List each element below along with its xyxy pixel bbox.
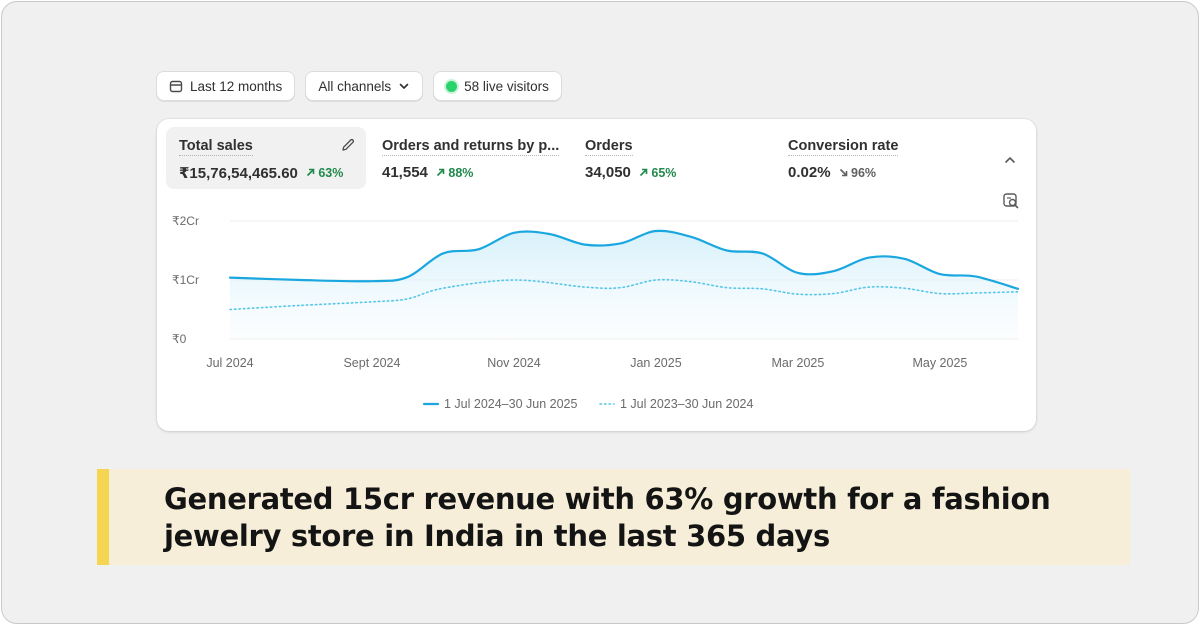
metric-value: 41,554 (382, 164, 428, 181)
metric-change: 96% (839, 166, 876, 180)
x-tick-label: Jul 2024 (206, 356, 253, 370)
arrow-down-right-icon (839, 168, 847, 176)
live-status-dot-icon (446, 80, 458, 92)
x-tick-label: May 2025 (912, 356, 967, 370)
sales-line-chart: ₹0 ₹1Cr ₹2Cr Jul 2024 Sept 2024 Nov 2024 Jan 2… (172, 214, 1020, 411)
date-range-button[interactable]: Last 12 months (156, 71, 296, 101)
legend-label: 1 Jul 2023–30 Jun 2024 (620, 397, 753, 411)
x-tick-label: Nov 2024 (487, 356, 541, 370)
chevron-up-icon[interactable] (1003, 153, 1017, 167)
series-area-fill (230, 230, 1018, 339)
edit-pencil-icon[interactable] (340, 137, 356, 153)
metric-tab-total-sales[interactable]: Total sales ₹15,76,54,465.60 63% (166, 127, 366, 189)
x-tick-label: Sept 2024 (343, 356, 400, 370)
date-range-label: Last 12 months (190, 78, 283, 94)
live-visitors-label: 58 live visitors (464, 78, 549, 94)
arrow-up-right-icon (639, 168, 648, 176)
arrow-up-right-icon (436, 168, 445, 176)
channels-dropdown[interactable]: All channels (305, 71, 424, 101)
banner-headline: Generated 15cr revenue with 63% growth f… (164, 481, 1064, 555)
metric-value: ₹15,76,54,465.60 (179, 165, 298, 182)
y-tick-label: ₹0 (172, 332, 187, 346)
banner-accent-bar (97, 469, 109, 565)
metric-label: Total sales (179, 138, 253, 156)
y-tick-label: ₹2Cr (172, 214, 199, 228)
live-visitors-button[interactable]: 58 live visitors (433, 71, 562, 101)
highlight-banner: Generated 15cr revenue with 63% growth f… (97, 469, 1130, 565)
x-tick-label: Mar 2025 (772, 356, 825, 370)
series-line-current (228, 229, 1020, 290)
metric-label: Orders (585, 138, 633, 156)
y-tick-label: ₹1Cr (172, 273, 199, 287)
metric-change: 63% (306, 166, 343, 180)
metric-change: 88% (436, 166, 473, 180)
calendar-icon (169, 80, 183, 93)
sales-overview-card: Total sales ₹15,76,54,465.60 63% Orders … (157, 119, 1036, 431)
legend-label: 1 Jul 2024–30 Jun 2025 (444, 397, 577, 411)
metric-label: Conversion rate (788, 138, 899, 156)
metric-tab-orders-returns[interactable]: Orders and returns by p... 41,554 88% (369, 127, 569, 189)
metric-value: 0.02% (788, 164, 831, 181)
channels-label: All channels (318, 78, 392, 94)
series-line-previous (229, 278, 1019, 311)
metric-label: Orders and returns by p... (382, 138, 560, 156)
metric-change: 65% (639, 166, 676, 180)
metric-value: 34,050 (585, 164, 631, 181)
chart-inspect-icon[interactable] (1002, 192, 1020, 210)
x-tick-label: Jan 2025 (630, 356, 681, 370)
chevron-down-icon (399, 83, 409, 89)
banner-line-2: jewelry store in India in the last 365 d… (164, 519, 830, 553)
arrow-up-right-icon (306, 168, 315, 177)
banner-line-1: Generated 15cr revenue with 63% growth f… (164, 482, 1051, 516)
metric-tab-conversion-rate[interactable]: Conversion rate 0.02% 96% (775, 127, 975, 189)
metric-tab-orders[interactable]: Orders 34,050 65% (572, 127, 772, 189)
filter-bar: Last 12 months All channels 58 live visi… (156, 71, 562, 101)
